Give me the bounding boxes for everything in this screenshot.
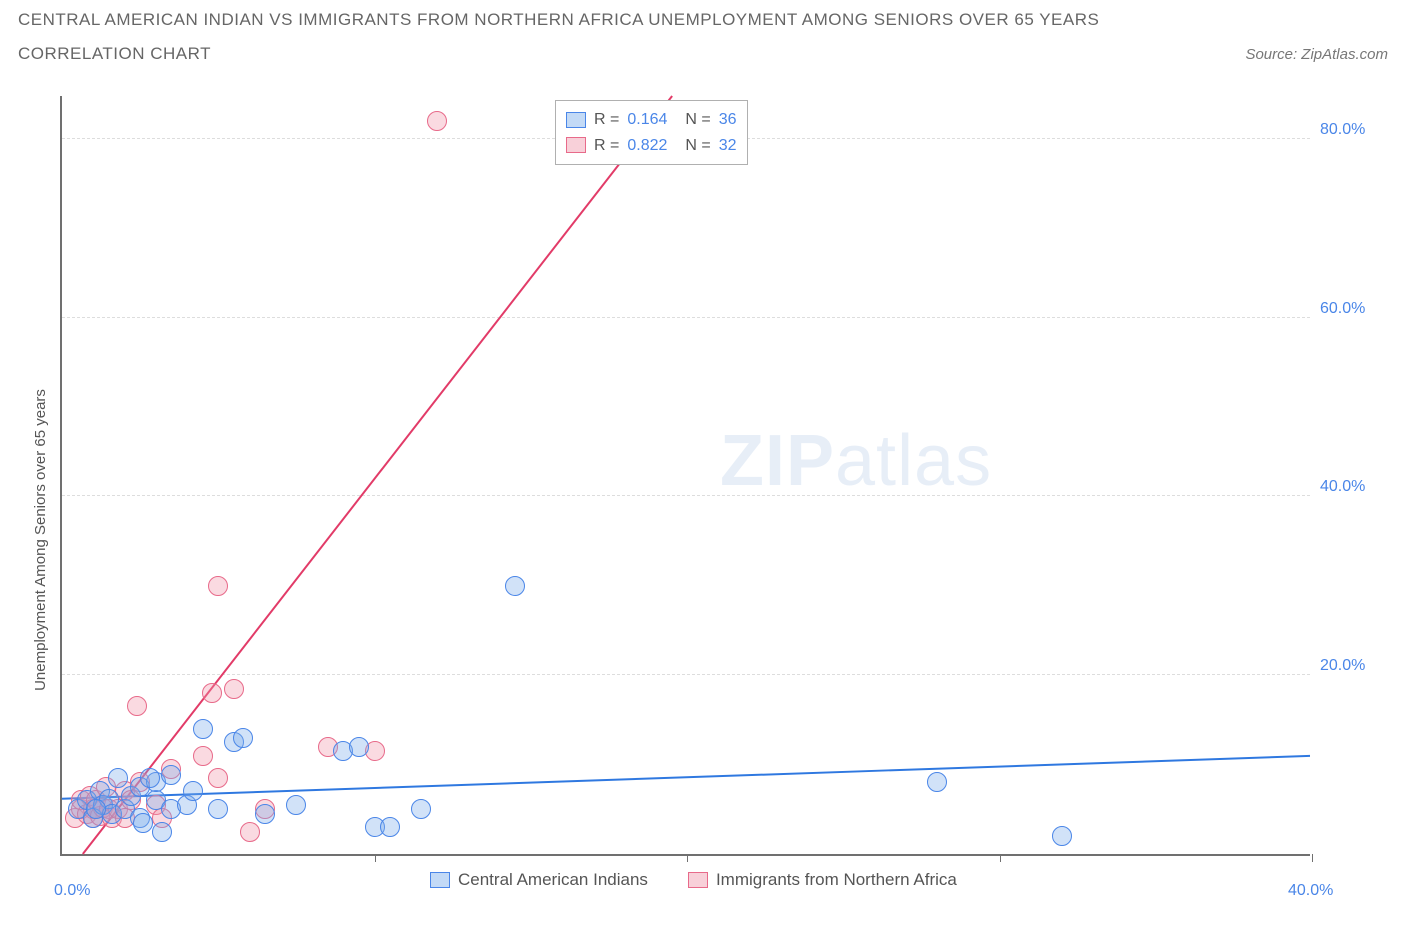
legend-swatch xyxy=(430,872,450,888)
stats-r-value: 0.164 xyxy=(627,107,667,133)
scatter-point-pink xyxy=(127,696,147,716)
scatter-point-blue xyxy=(161,765,181,785)
scatter-point-pink xyxy=(208,576,228,596)
y-tick-label: 60.0% xyxy=(1320,300,1380,318)
scatter-point-blue xyxy=(411,799,431,819)
scatter-point-blue xyxy=(208,799,228,819)
x-axis-origin-label: 0.0% xyxy=(54,882,90,900)
scatter-point-blue xyxy=(927,772,947,792)
y-axis-label: Unemployment Among Seniors over 65 years xyxy=(32,389,49,691)
scatter-point-blue xyxy=(108,768,128,788)
scatter-point-blue xyxy=(140,768,160,788)
y-tick-label: 80.0% xyxy=(1320,121,1380,139)
scatter-point-blue xyxy=(183,781,203,801)
scatter-point-blue xyxy=(133,813,153,833)
chart-title-line2: CORRELATION CHART xyxy=(18,44,1388,64)
stats-n-value: 32 xyxy=(719,133,737,159)
scatter-point-pink xyxy=(208,768,228,788)
scatter-point-pink xyxy=(427,111,447,131)
scatter-point-blue xyxy=(349,737,369,757)
scatter-point-blue xyxy=(380,817,400,837)
trend-line-pink xyxy=(83,96,672,854)
scatter-point-pink xyxy=(202,683,222,703)
scatter-point-pink xyxy=(240,822,260,842)
stats-row: R = 0.822 N = 32 xyxy=(566,133,737,159)
stats-n-label: N = xyxy=(685,107,710,133)
scatter-point-blue xyxy=(286,795,306,815)
legend-label: Central American Indians xyxy=(458,870,648,890)
scatter-point-blue xyxy=(86,799,106,819)
scatter-point-blue xyxy=(1052,826,1072,846)
stats-box: R = 0.164 N = 36 R = 0.822 N = 32 xyxy=(555,100,748,165)
scatter-point-blue xyxy=(233,728,253,748)
stats-row: R = 0.164 N = 36 xyxy=(566,107,737,133)
scatter-point-blue xyxy=(193,719,213,739)
legend-item: Immigrants from Northern Africa xyxy=(688,870,957,890)
chart-title-block: CENTRAL AMERICAN INDIAN VS IMMIGRANTS FR… xyxy=(18,10,1388,64)
scatter-point-blue xyxy=(255,804,275,824)
scatter-point-pink xyxy=(224,679,244,699)
stats-r-label: R = xyxy=(594,133,619,159)
bottom-legend: Central American Indians Immigrants from … xyxy=(430,870,957,890)
scatter-point-blue xyxy=(152,822,172,842)
x-axis-end-label: 40.0% xyxy=(1288,882,1333,900)
chart-page: { "header": { "title_line1": "CENTRAL AM… xyxy=(0,0,1406,930)
stats-r-label: R = xyxy=(594,107,619,133)
legend-item: Central American Indians xyxy=(430,870,648,890)
x-tick xyxy=(687,854,688,862)
scatter-point-blue xyxy=(505,576,525,596)
x-tick xyxy=(375,854,376,862)
stats-n-value: 36 xyxy=(719,107,737,133)
scatter-point-pink xyxy=(193,746,213,766)
chart-title-line1: CENTRAL AMERICAN INDIAN VS IMMIGRANTS FR… xyxy=(18,10,1388,30)
legend-label: Immigrants from Northern Africa xyxy=(716,870,957,890)
y-tick-label: 20.0% xyxy=(1320,657,1380,675)
plot-area: 20.0%40.0%60.0%80.0% xyxy=(60,96,1310,856)
stats-r-value: 0.822 xyxy=(627,133,667,159)
stats-n-label: N = xyxy=(685,133,710,159)
x-tick xyxy=(1312,854,1313,862)
y-tick-label: 40.0% xyxy=(1320,478,1380,496)
trend-line-blue xyxy=(62,756,1310,799)
x-tick xyxy=(1000,854,1001,862)
stats-swatch xyxy=(566,137,586,153)
source-label: Source: ZipAtlas.com xyxy=(1245,46,1388,63)
legend-swatch xyxy=(688,872,708,888)
stats-swatch xyxy=(566,112,586,128)
